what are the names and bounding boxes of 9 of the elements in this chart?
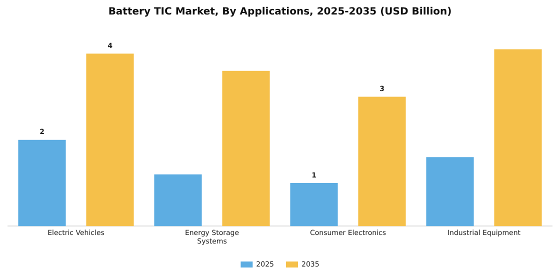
bar — [358, 96, 406, 226]
bar — [18, 140, 66, 226]
chart-title: Battery TIC Market, By Applications, 2025-2035 (USD Billion) — [108, 6, 452, 18]
bar — [222, 70, 270, 226]
bar — [154, 174, 202, 226]
bar — [290, 183, 338, 226]
bar — [86, 54, 134, 226]
bar — [426, 157, 474, 226]
bar — [494, 49, 542, 226]
